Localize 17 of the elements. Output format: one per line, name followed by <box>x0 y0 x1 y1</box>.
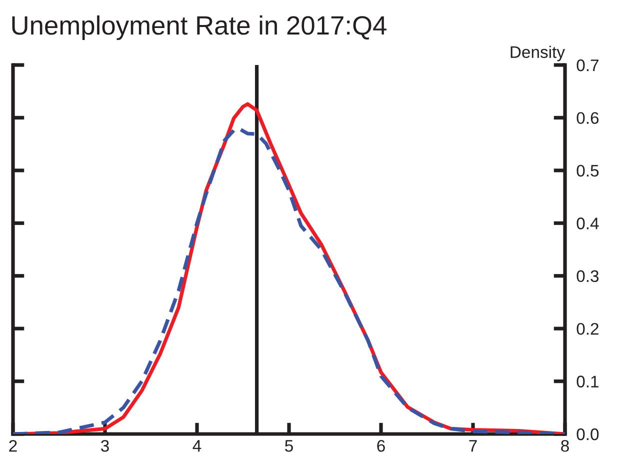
y-tick-label: 0.7 <box>576 59 598 72</box>
y-tick-label: 0.5 <box>576 164 599 177</box>
x-tick-label: 4 <box>192 440 202 452</box>
y-tick-label: 0.3 <box>576 270 599 282</box>
y-tick-label: 0.1 <box>576 376 598 388</box>
y-tick-label: 0.2 <box>576 322 598 335</box>
y-tick-label: 0.6 <box>576 112 599 124</box>
x-tick-label: 5 <box>285 440 293 452</box>
x-tick-label: 8 <box>561 440 569 452</box>
x-tick-label: 3 <box>101 440 109 452</box>
x-tick-label: 6 <box>377 440 385 452</box>
x-tick-label: 2 <box>9 440 17 452</box>
chart-title: Unemployment Rate in 2017:Q4 <box>12 15 386 40</box>
y-tick-label: 0.4 <box>576 218 599 230</box>
y-axis-title: Density <box>510 46 565 62</box>
y-tick-label: 0.0 <box>576 428 599 440</box>
x-tick-label: 7 <box>469 440 477 452</box>
